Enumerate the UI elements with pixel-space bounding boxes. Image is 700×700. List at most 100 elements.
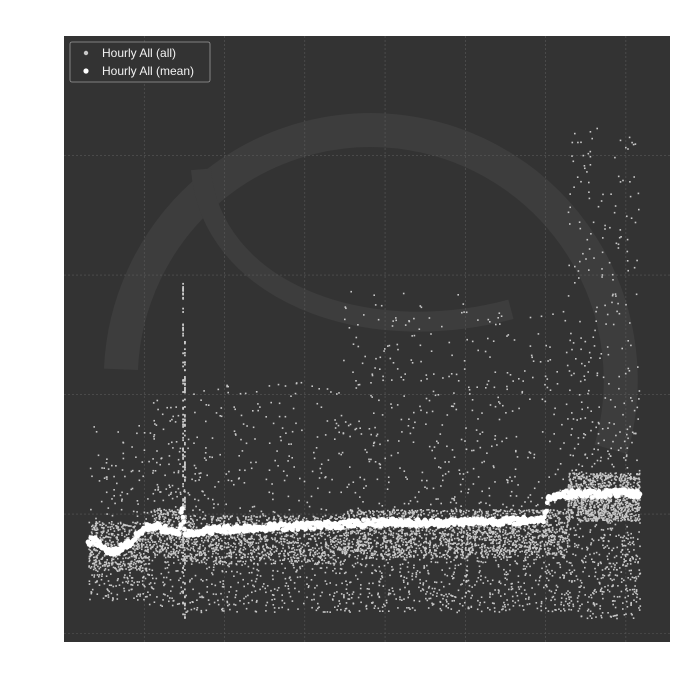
data-point-all [541,431,544,433]
data-point-all [167,512,169,515]
data-point-all [535,510,538,512]
data-point-all [366,451,368,454]
data-point-all [445,593,447,596]
data-point-all [419,509,422,511]
data-point-all [225,571,227,573]
data-point-all [391,566,393,568]
data-point-all [393,554,396,557]
data-point-all [397,348,399,351]
data-point-all [106,542,109,544]
data-point-all [428,445,431,448]
data-point-all [229,523,232,525]
data-point-all [537,503,539,506]
data-point-all [547,360,549,362]
data-point-all [172,511,175,513]
data-point-all [226,515,229,518]
data-point-all [477,529,479,531]
data-point-all [156,545,159,548]
data-point-all [109,536,112,539]
data-point-all [491,593,494,596]
data-point-all [564,609,566,612]
data-point-all [324,611,326,613]
data-point-all [125,524,127,526]
data-point-all [408,591,410,593]
data-point-all [163,520,166,523]
data-point-all [144,546,147,548]
data-point-all [297,545,299,548]
data-point-all [388,610,390,612]
data-point-all [169,519,172,521]
data-point-all [368,509,370,512]
data-point-all [499,549,502,552]
data-point-all [448,593,450,595]
data-point-all [244,540,247,542]
data-point-all [475,429,478,431]
data-point-all [246,425,248,427]
data-point-all [284,549,286,552]
data-point-all [130,562,133,565]
data-point-all [198,553,201,555]
data-point-all [448,538,451,540]
data-point-all [547,547,549,549]
data-point-all [288,509,291,511]
data-point-all [88,557,91,560]
data-point-all [177,518,179,521]
data-point-all [188,520,190,523]
data-point-all [452,595,454,597]
data-point-all [368,458,370,461]
data-point-all [553,537,556,539]
data-point-all [365,549,367,551]
data-point-all [371,529,373,531]
data-point-all [211,437,214,439]
data-point-all [294,560,296,562]
data-point-all [306,533,308,535]
data-point-all [329,556,332,559]
data-point-all [524,370,526,372]
data-point-all [387,593,390,596]
data-point-all [405,476,407,478]
data-point-all [222,533,225,535]
data-point-all [439,607,442,610]
data-point-all [346,537,348,540]
data-point-all [185,517,187,520]
data-point-all [428,511,431,514]
data-point-all [145,570,148,572]
data-point-all [360,533,362,535]
data-point-all [180,590,183,593]
data-point-all [562,513,565,515]
data-point-all [272,492,274,495]
data-point-all [154,552,156,555]
data-point-all [112,597,114,599]
data-point-all [362,535,365,538]
data-point-all [490,535,493,538]
data-point-all [207,535,210,538]
data-point-all [300,547,302,550]
data-point-all [293,536,296,539]
data-point-all [172,536,174,539]
data-point-all [117,526,120,528]
data-point-all [114,561,117,563]
data-point-all [100,578,103,581]
data-point-all [486,383,489,386]
data-point-all [331,545,334,548]
data-point-all [313,598,315,601]
data-point-all [369,533,371,535]
data-point-all [517,484,519,486]
data-point-all [189,522,192,524]
data-point-all [510,536,513,538]
data-point-all [143,598,145,601]
data-point-all [411,362,414,364]
data-point-all [435,514,437,517]
data-point-all [559,518,561,520]
data-point-all [150,586,153,588]
data-point-all [143,432,146,434]
data-point-all [516,530,518,533]
data-point-all [446,595,449,598]
data-point-all [350,290,352,293]
data-point-all [422,527,424,529]
data-point-all [284,535,286,538]
data-point-all [157,535,159,538]
data-point-all [248,530,251,533]
data-point-all [156,461,158,464]
data-point-all [376,433,379,436]
